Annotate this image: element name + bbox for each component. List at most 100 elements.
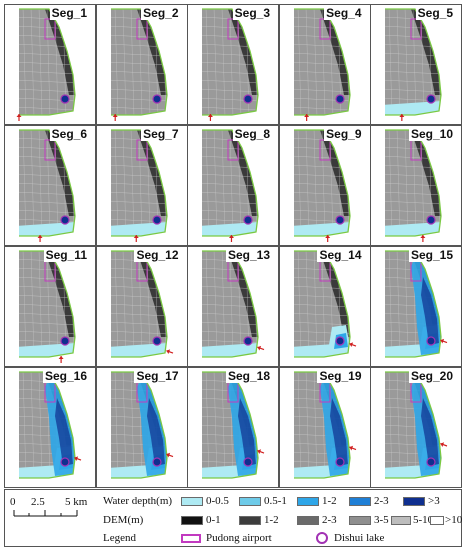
- segment-title: Seg_15: [408, 248, 455, 262]
- dishui-lake-marker: [60, 215, 70, 225]
- water-swatch-4: [403, 497, 425, 506]
- dishui-lake-marker: [243, 457, 253, 467]
- segment-map: [16, 8, 76, 121]
- segment-panel: Seg_15: [370, 246, 462, 367]
- breach-arrow-icon: [348, 445, 356, 451]
- breach-arrow-icon: [257, 345, 265, 351]
- dem-label-4: 5-10: [413, 514, 434, 526]
- segment-panel: Seg_12: [95, 246, 188, 367]
- dishui-lake-marker: [334, 94, 345, 104]
- segment-panel: Seg_11: [4, 246, 96, 367]
- dem-label-1: 1-2: [264, 514, 279, 526]
- breach-arrow-icon: [165, 349, 173, 355]
- dishui-lake-marker: [243, 336, 253, 346]
- segment-map: [385, 371, 448, 479]
- water-swatch-1: [239, 497, 261, 506]
- segment-map: [202, 250, 265, 358]
- segment-panel: Seg_17: [95, 367, 188, 488]
- airport-label: Pudong airport: [206, 532, 272, 544]
- legend-panel: 0 2.5 5 km Water depth(m) DEM(m) Legend …: [4, 489, 462, 547]
- segment-map: [19, 129, 76, 242]
- segment-panel: Seg_1: [4, 4, 96, 125]
- dem-swatch-5: [430, 516, 444, 525]
- dishui-lake-marker: [426, 457, 436, 467]
- dem-label-2: 2-3: [322, 514, 337, 526]
- segment-map: [385, 250, 448, 358]
- segment-map: [19, 371, 82, 479]
- breach-arrow-icon: [37, 235, 43, 242]
- breach-arrow-icon: [207, 114, 213, 121]
- segment-title: Seg_9: [324, 127, 364, 141]
- breach-arrow-icon: [228, 235, 234, 242]
- dishui-lake-marker: [60, 457, 70, 467]
- segment-title: Seg_19: [317, 369, 364, 383]
- segment-panel: Seg_13: [187, 246, 279, 367]
- dishui-lake-marker: [334, 336, 345, 346]
- water-label-3: 2-3: [374, 495, 389, 507]
- breach-arrow-icon: [440, 442, 448, 447]
- segment-panel: Seg_19: [278, 367, 371, 488]
- segment-panel: Seg_18: [187, 367, 279, 488]
- breach-arrow-icon: [420, 235, 426, 242]
- scale-tick-2-5: 2.5: [31, 496, 45, 508]
- segment-map: [202, 371, 265, 479]
- breach-arrow-icon: [112, 114, 118, 121]
- scale-tick-5km: 5 km: [65, 496, 88, 508]
- segment-title: Seg_11: [43, 248, 89, 262]
- water-label-4: >3: [428, 495, 440, 507]
- water-depth-title: Water depth(m): [103, 495, 173, 507]
- dishui-lake-marker: [334, 215, 345, 225]
- segment-title: Seg_17: [134, 369, 181, 383]
- scale-bar: [13, 510, 78, 517]
- segment-map: [293, 250, 356, 358]
- dem-swatch-2: [297, 516, 319, 525]
- segment-map: [385, 8, 442, 121]
- dem-title: DEM(m): [103, 514, 144, 526]
- breach-arrow-icon: [303, 114, 309, 121]
- breach-arrow-icon: [324, 235, 330, 242]
- segment-map: [110, 250, 173, 358]
- water-swatch-0: [181, 497, 203, 506]
- breach-arrow-icon: [399, 114, 405, 121]
- dishui-lake-marker: [334, 457, 345, 467]
- segment-panel: Seg_9: [278, 125, 371, 246]
- dishui-lake-marker: [426, 215, 436, 225]
- water-label-2: 1-2: [322, 495, 337, 507]
- breach-arrow-icon: [58, 356, 64, 363]
- scale-tick-0: 0: [10, 496, 16, 508]
- segment-panel: Seg_10: [370, 125, 462, 246]
- dem-swatch-3: [349, 516, 371, 525]
- segment-map: [293, 129, 351, 242]
- segment-map: [202, 129, 259, 242]
- segment-title: Seg_20: [408, 369, 455, 383]
- segment-map: [110, 8, 168, 121]
- water-label-1: 0.5-1: [264, 495, 287, 507]
- segment-map: [202, 8, 259, 121]
- segment-map: [293, 8, 351, 121]
- segment-title: Seg_18: [225, 369, 272, 383]
- segment-title: Seg_5: [415, 6, 455, 20]
- dishui-lake-marker: [151, 215, 162, 225]
- segment-title: Seg_16: [42, 369, 89, 383]
- dishui-lake-marker: [426, 94, 436, 104]
- lake-label: Dishui lake: [334, 532, 385, 544]
- dem-label-5: >10: [445, 514, 463, 526]
- segment-panel: Seg_20: [370, 367, 462, 488]
- segment-panel: Seg_2: [95, 4, 188, 125]
- segment-panel: Seg_3: [187, 4, 279, 125]
- segment-map: [19, 250, 76, 363]
- segment-panel: Seg_5: [370, 4, 462, 125]
- segment-panel: Seg_16: [4, 367, 96, 488]
- segment-panel: Seg_8: [187, 125, 279, 246]
- segment-map: [385, 129, 442, 242]
- segment-title: Seg_4: [324, 6, 364, 20]
- dem-label-3: 3-5: [374, 514, 389, 526]
- breach-arrow-icon: [74, 456, 82, 462]
- breach-arrow-icon: [348, 342, 356, 348]
- segment-panel: Seg_7: [95, 125, 188, 246]
- segment-title: Seg_8: [232, 127, 272, 141]
- dishui-lake-marker: [151, 336, 162, 346]
- segment-title: Seg_10: [408, 127, 455, 141]
- water-label-0: 0-0.5: [206, 495, 229, 507]
